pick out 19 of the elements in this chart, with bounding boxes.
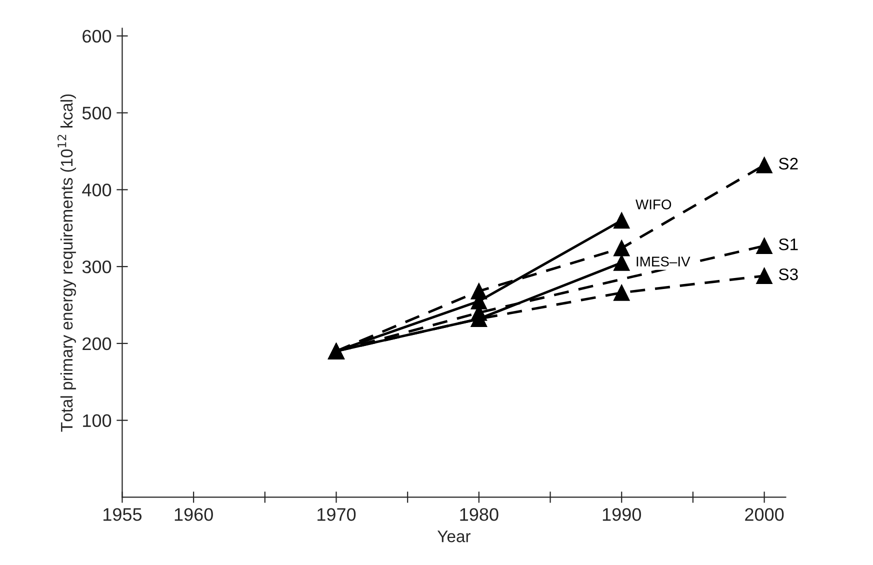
x-tick-label: 2000 [745, 508, 784, 521]
series-label: S3 [778, 268, 798, 280]
x-tick-label: 1960 [174, 508, 213, 521]
x-axis-title: Year [437, 530, 471, 542]
y-tick-label: 600 [82, 30, 112, 43]
series-label: S1 [778, 238, 798, 250]
series-label: S2 [778, 158, 798, 170]
series-label: IMES–IV [636, 256, 690, 266]
y-tick-label: 300 [82, 260, 112, 274]
y-axis-title: Total primary energy requirements (10$^{12}$ kcal) [57, 94, 76, 432]
series-label: WIFO [636, 200, 672, 210]
x-tick-label: 1955 [104, 508, 142, 521]
y-tick-label: 400 [82, 184, 112, 196]
x-tick-label: 1980 [460, 508, 498, 521]
x-tick-label: 1990 [602, 508, 641, 521]
y-tick-label: 100 [83, 414, 112, 428]
x-tick-label: 1970 [318, 508, 356, 521]
y-tick-label: 500 [82, 106, 112, 120]
y-tick-label: 200 [82, 337, 112, 350]
